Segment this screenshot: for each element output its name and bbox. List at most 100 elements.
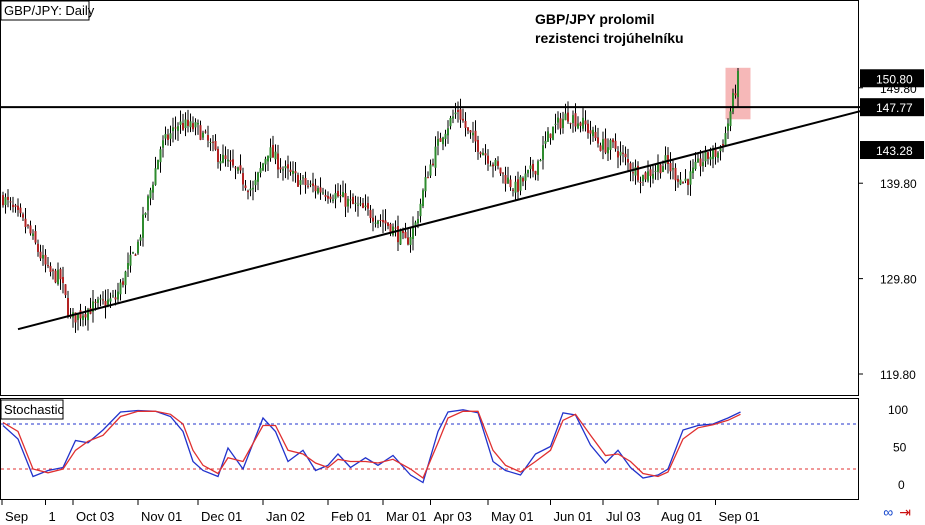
candle-bull [129, 254, 132, 266]
price-tick-label: 139.80 [880, 177, 917, 191]
candle-bull [652, 173, 654, 179]
price-badge [860, 69, 924, 88]
candle-bull [562, 119, 564, 128]
candle-bull [374, 222, 377, 224]
candle-bear [192, 123, 194, 130]
annotation-line: GBP/JPY prolomil [535, 11, 655, 27]
candle-bear [314, 185, 317, 192]
candle-bull [537, 161, 539, 176]
candle-bull [724, 133, 727, 146]
candle-bull [144, 213, 147, 216]
candle-bull [657, 164, 659, 172]
candle-bear [492, 164, 494, 167]
candle-bull [282, 169, 284, 171]
candle-bear [682, 181, 684, 183]
candle-bear [614, 140, 617, 149]
candle-bear [459, 109, 462, 120]
candle-bear [479, 152, 482, 155]
time-tick-label: 1 [49, 509, 56, 524]
candle-bull [662, 166, 664, 172]
candle-bear [534, 170, 537, 175]
candle-bull [57, 269, 59, 284]
stochastic-tick-label: 0 [898, 478, 905, 492]
candle-bear [304, 177, 307, 186]
candle-bull [527, 169, 529, 174]
candle-bull [274, 151, 277, 160]
candle-bear [722, 144, 724, 146]
candle-bull [179, 121, 182, 125]
price-badge [860, 98, 924, 117]
candle-bull [284, 166, 287, 169]
candle-bull [577, 123, 579, 129]
candle-bear [232, 159, 234, 166]
candle-bull [347, 198, 349, 207]
candle-bull [452, 116, 454, 119]
candle-bull [552, 126, 554, 140]
time-tick-label: Dec 01 [201, 509, 242, 524]
candle-bull [544, 140, 547, 144]
candle-bull [317, 188, 319, 194]
candle-bull [132, 252, 134, 254]
stochastic-tick-label: 100 [888, 403, 908, 417]
link-icon[interactable]: ∞ [883, 504, 894, 520]
candle-bear [102, 299, 104, 301]
candle-bear [397, 226, 399, 243]
candle-bull [424, 177, 427, 192]
stochastic-line-k [2, 409, 741, 484]
candle-bull [299, 180, 302, 185]
arrow-right-icon[interactable]: ⇥ [899, 504, 911, 520]
candle-bull [529, 165, 532, 169]
candle-bull [472, 132, 474, 136]
chart-lines [1, 106, 878, 331]
candle-bear [532, 163, 534, 172]
candle-bear [669, 162, 672, 172]
candle-bull [349, 199, 352, 201]
candle-bull [97, 299, 99, 303]
candle-bull [82, 315, 84, 320]
candle-bull [654, 170, 657, 172]
candle-bear [39, 251, 42, 259]
candle-bull [227, 159, 229, 162]
candle-bear [714, 147, 717, 157]
candle-bear [59, 269, 62, 280]
candle-bear [294, 171, 297, 174]
candle-bear [617, 151, 619, 158]
time-tick-label: Aug 01 [661, 509, 702, 524]
stochastic-panel-frame [0, 398, 859, 500]
corner-toolbar: ∞ ⇥ [883, 505, 911, 519]
candle-bull [417, 218, 419, 224]
candle-bear [387, 222, 389, 226]
candle-bull [449, 117, 452, 127]
candle-bear [229, 160, 232, 162]
candle-bull [717, 152, 719, 158]
candle-bull [172, 127, 174, 132]
candle-bear [79, 310, 82, 319]
candle-bear [639, 181, 642, 183]
candle-bear [659, 164, 662, 174]
indicator-label-box [0, 399, 64, 420]
candle-bull [92, 301, 94, 312]
candle-bull [342, 192, 344, 197]
candle-bull [164, 134, 167, 139]
candle-bull [249, 188, 252, 191]
candle-bull [514, 181, 517, 193]
candle-bull [189, 121, 192, 128]
candle-bull [184, 119, 187, 129]
time-tick-label: Jan 02 [266, 509, 305, 524]
candle-bear [649, 169, 652, 177]
candle-bear [627, 159, 629, 163]
candle-bear [587, 123, 589, 133]
candle-bull [267, 155, 269, 162]
candle-bear [312, 183, 314, 186]
candle-bear [432, 163, 434, 166]
candle-bull [712, 148, 714, 159]
candle-bear [327, 196, 329, 199]
candle-bear [207, 134, 209, 141]
candle-bear [24, 218, 27, 227]
candle-bull [357, 204, 359, 206]
candle-bull [729, 111, 732, 127]
candle-bear [9, 201, 12, 203]
candle-bull [727, 123, 729, 131]
candle-bull [237, 167, 239, 171]
